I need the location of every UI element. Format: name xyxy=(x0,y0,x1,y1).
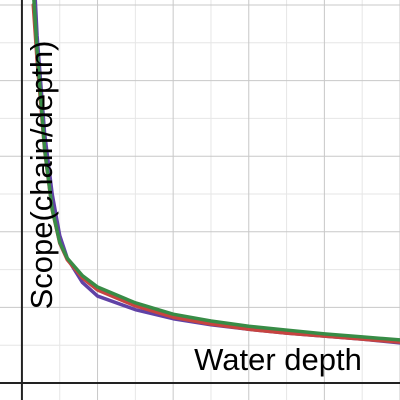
x-axis-label: Water depth xyxy=(194,342,362,377)
series-line xyxy=(33,0,400,345)
series-line xyxy=(32,0,400,342)
series-line xyxy=(31,3,400,344)
y-axis-label: Scope(chain/depth) xyxy=(24,41,59,310)
curves xyxy=(31,0,400,345)
